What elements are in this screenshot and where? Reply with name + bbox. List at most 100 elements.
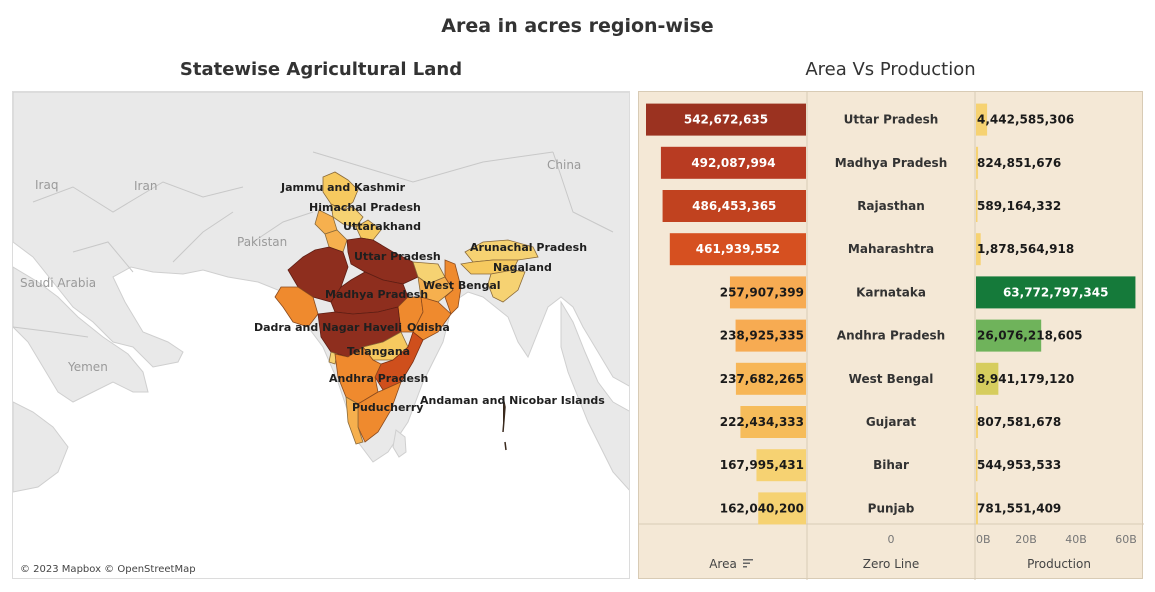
map-panel[interactable]: China Iraq Iran Pakistan Saudi Arabia Ye…: [12, 91, 630, 579]
state-uttarakhand[interactable]: [355, 219, 382, 241]
state-andaman-islands[interactable]: [502, 396, 507, 451]
area-bar-madhya-pradesh[interactable]: [660, 146, 806, 179]
area-bar-gujarat[interactable]: [740, 406, 806, 438]
production-value-label: 807,581,678: [977, 415, 1061, 429]
state-label-west-bengal: West Bengal: [423, 279, 501, 292]
state-label-bihar: Bihar: [873, 458, 909, 472]
state-label-puducherry: Puducherry: [352, 401, 424, 414]
state-himachal[interactable]: [330, 203, 364, 228]
production-value-label: 824,851,676: [977, 156, 1061, 170]
area-header[interactable]: Area: [709, 557, 737, 571]
country-label-iran: Iran: [134, 179, 158, 193]
state-karnataka[interactable]: [334, 346, 382, 405]
production-bar-rajasthan[interactable]: [976, 190, 978, 222]
production-bar-maharashtra[interactable]: [976, 233, 981, 266]
production-bar-gujarat[interactable]: [976, 406, 979, 438]
production-tick-label: 0B: [976, 533, 991, 546]
production-bar-punjab[interactable]: [976, 492, 978, 525]
country-label-yemen: Yemen: [68, 360, 108, 374]
production-bar-madhya-pradesh[interactable]: [976, 146, 979, 179]
bars-layer: 542,672,635 Uttar Pradesh 4,442,585,306 492…: [646, 103, 1136, 525]
choropleth-map[interactable]: [13, 92, 630, 579]
production-tick-label: 20B: [1015, 533, 1037, 546]
state-uttar-pradesh[interactable]: [346, 237, 419, 285]
production-bar-andhra-pradesh[interactable]: [976, 319, 1042, 352]
production-bar-karnataka[interactable]: [976, 276, 1136, 309]
area-value-label: 257,907,399: [720, 285, 804, 299]
production-tick-label: 40B: [1065, 533, 1087, 546]
area-bar-maharashtra[interactable]: [669, 233, 806, 266]
state-label-uttar-pradesh: Uttar Pradesh: [354, 250, 441, 263]
state-label-odisha: Odisha: [407, 321, 450, 334]
dashboard-title: Area in acres region-wise: [441, 15, 714, 37]
state-label-madhya-pradesh: Madhya Pradesh: [835, 156, 948, 170]
area-value-label: 167,995,431: [720, 458, 804, 472]
state-label-arunachal: Arunachal Pradesh: [470, 241, 588, 254]
production-value-label: 589,164,332: [977, 199, 1061, 213]
state-label-west-bengal: West Bengal: [849, 372, 934, 386]
state-label-maharashtra: Maharashtra: [848, 242, 934, 256]
country-label-saudi-arabia: Saudi Arabia: [20, 276, 97, 290]
area-vs-production-chart[interactable]: 542,672,635 Uttar Pradesh 4,442,585,306 492…: [639, 92, 1144, 580]
state-label-andhra-pradesh: Andhra Pradesh: [329, 372, 429, 385]
state-label-dadra: Dadra and Nagar Haveli: [254, 321, 403, 334]
state-northeast-assam[interactable]: [460, 259, 519, 275]
production-value-label: 26,076,218,605: [977, 329, 1083, 343]
production-header: Production: [1027, 557, 1091, 571]
country-label-iraq: Iraq: [35, 178, 59, 192]
area-bar-punjab[interactable]: [758, 492, 806, 525]
country-label-china: China: [547, 158, 582, 172]
production-bar-west-bengal[interactable]: [976, 362, 999, 395]
production-bar-bihar[interactable]: [976, 449, 978, 482]
production-axis: 0B 20B 40B 60B: [976, 533, 1137, 546]
area-bar-west-bengal[interactable]: [735, 362, 806, 395]
area-bar-karnataka[interactable]: [729, 276, 806, 309]
state-tamil-nadu[interactable]: [357, 381, 402, 443]
state-label-himachal: Himachal Pradesh: [309, 201, 421, 214]
state-label-andhra-pradesh: Andhra Pradesh: [837, 329, 945, 343]
map-title: Statewise Agricultural Land: [179, 59, 463, 80]
area-bar-rajasthan[interactable]: [662, 190, 806, 222]
area-value-label: 492,087,994: [691, 156, 775, 170]
state-label-punjab: Punjab: [868, 501, 915, 515]
state-label-uttar-pradesh: Uttar Pradesh: [844, 113, 939, 127]
state-label-andaman: Andaman and Nicobar Islands: [420, 394, 605, 407]
state-label-jammu-kashmir: Jammu and Kashmir: [281, 181, 406, 194]
production-bar-uttar-pradesh[interactable]: [976, 103, 988, 136]
state-label-gujarat: Gujarat: [866, 415, 917, 429]
state-label-nagaland: Nagaland: [493, 261, 552, 274]
chart-panel[interactable]: 542,672,635 Uttar Pradesh 4,442,585,306 492…: [638, 91, 1144, 580]
area-bar-bihar[interactable]: [756, 449, 806, 482]
state-jammu-kashmir[interactable]: [322, 171, 359, 211]
land-mass-arabia: [13, 266, 149, 403]
state-haryana[interactable]: [324, 229, 348, 253]
production-value-label: 4,442,585,306: [977, 113, 1074, 127]
state-gujarat[interactable]: [274, 286, 319, 328]
production-value-label: 1,878,564,918: [977, 242, 1074, 256]
area-bar-uttar-pradesh[interactable]: [646, 103, 806, 136]
area-value-label: 222,434,333: [720, 415, 804, 429]
land-mass-sri-lanka: [392, 429, 407, 458]
state-label-uttarakhand: Uttarakhand: [343, 220, 421, 233]
area-value-label: 461,939,552: [696, 242, 780, 256]
production-value-label: 781,551,409: [977, 501, 1061, 515]
production-tick-label: 60B: [1115, 533, 1137, 546]
border-lines: [13, 151, 614, 338]
chart-title: Area Vs Production: [805, 59, 976, 80]
area-value-label: 237,682,265: [720, 372, 804, 386]
state-northeast-nagaland[interactable]: [487, 269, 526, 303]
state-kerala[interactable]: [345, 396, 364, 445]
zero-line-tick: 0: [888, 533, 895, 546]
sort-icon[interactable]: [743, 559, 753, 568]
zero-line-header: Zero Line: [863, 557, 919, 571]
land-mass-sea-asia: [560, 300, 629, 491]
area-value-label: 542,672,635: [684, 113, 768, 127]
state-odisha[interactable]: [412, 296, 452, 341]
land-mass-africa: [13, 401, 69, 493]
state-label-madhya-pradesh: Madhya Pradesh: [325, 288, 429, 301]
area-bar-andhra-pradesh[interactable]: [735, 319, 806, 352]
state-label-telangana: Telangana: [347, 345, 411, 358]
area-value-label: 486,453,365: [692, 199, 776, 213]
india-states[interactable]: [274, 171, 539, 451]
area-value-label: 238,925,335: [720, 329, 804, 343]
